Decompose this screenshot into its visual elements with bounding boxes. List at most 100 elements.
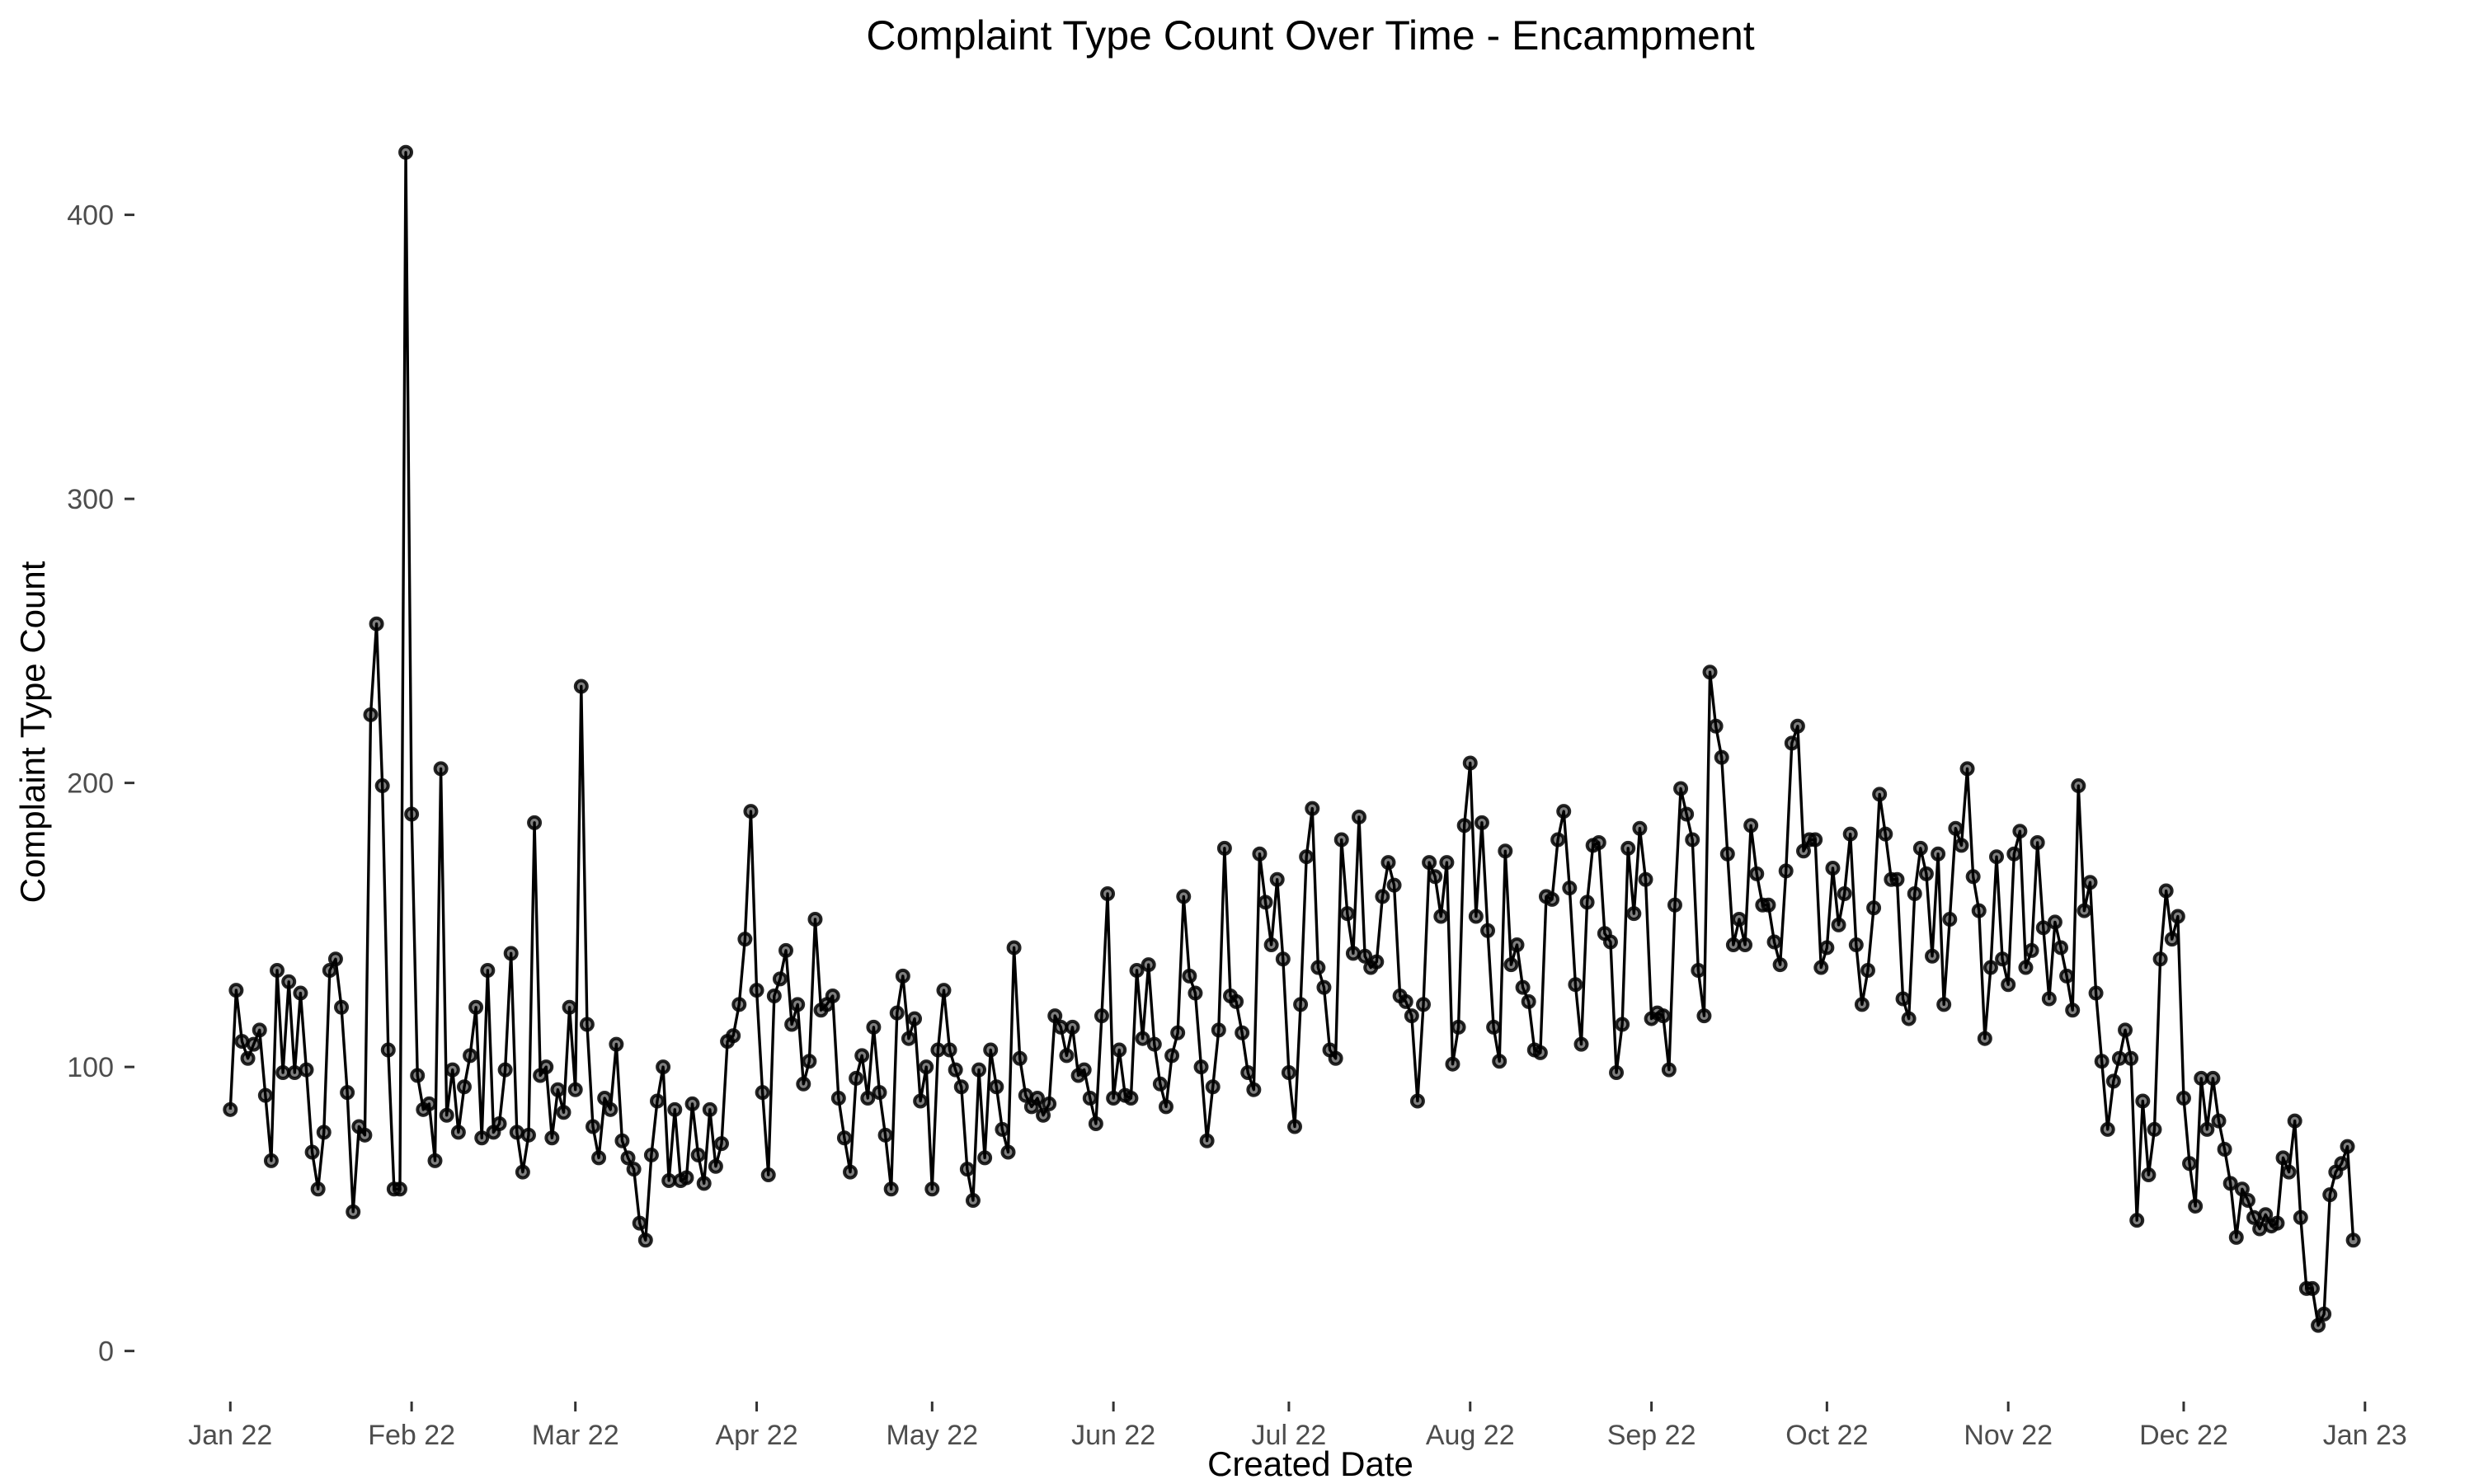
data-point [263, 1153, 279, 1168]
data-point [609, 1036, 624, 1052]
data-point [2217, 1142, 2232, 1158]
data-point [2118, 1022, 2133, 1038]
data-point [1462, 755, 1478, 771]
x-tick-label: Jan 23 [2323, 1420, 2407, 1451]
data-point [690, 1147, 706, 1162]
data-point [591, 1150, 607, 1166]
data-point [667, 1101, 683, 1117]
data-point [1912, 840, 1928, 856]
data-point [971, 1062, 987, 1078]
data-point [223, 1101, 238, 1117]
data-point [1433, 909, 1449, 924]
data-point [1445, 1056, 1460, 1072]
data-point [562, 999, 577, 1015]
data-point [363, 707, 379, 722]
data-point [520, 1127, 536, 1143]
data-point [1199, 1133, 1215, 1148]
data-point [567, 1082, 583, 1097]
data-point [480, 963, 496, 978]
data-point [550, 1082, 566, 1097]
data-point [2030, 834, 2045, 850]
data-point [1474, 815, 1489, 830]
data-point [1369, 954, 1385, 970]
data-point [2018, 960, 2034, 975]
data-point [1240, 1065, 1256, 1081]
data-point [2287, 1113, 2302, 1129]
data-point [1275, 951, 1291, 967]
data-point [1053, 1019, 1069, 1035]
data-point [2182, 1156, 2198, 1172]
data-point [2340, 1139, 2355, 1154]
data-point [983, 1042, 999, 1058]
data-point [433, 761, 449, 777]
data-point [2188, 1198, 2204, 1214]
data-point [989, 1079, 1004, 1095]
data-point [1135, 1031, 1150, 1046]
data-point [1328, 1050, 1343, 1066]
data-point [1813, 960, 1829, 975]
data-point [1416, 997, 1432, 1012]
data-point [1738, 937, 1753, 952]
data-point [2124, 1050, 2139, 1066]
data-point [714, 1136, 729, 1152]
x-tick-label: Mar 22 [532, 1420, 619, 1451]
data-point [1591, 834, 1606, 850]
data-point [427, 1153, 443, 1168]
data-point [743, 804, 759, 819]
data-point [2281, 1164, 2297, 1180]
x-tick-label: Jul 22 [1252, 1420, 1327, 1451]
data-point [421, 1096, 437, 1111]
data-point [2170, 909, 2185, 924]
y-tick-label: 400 [67, 200, 114, 232]
data-point [854, 1048, 870, 1064]
data-point [2199, 1121, 2215, 1137]
data-point [907, 1011, 923, 1026]
data-point [2234, 1181, 2250, 1197]
data-point [1907, 885, 1922, 901]
data-point [1556, 804, 1572, 819]
data-point [1123, 1091, 1139, 1106]
data-point [293, 985, 308, 1001]
data-point [825, 989, 840, 1004]
data-point [2094, 1054, 2109, 1069]
data-point [930, 1042, 946, 1058]
data-point [895, 968, 910, 984]
data-point [1170, 1025, 1186, 1040]
data-point [1422, 855, 1437, 871]
data-point [778, 942, 794, 958]
data-point [2135, 1093, 2151, 1109]
data-point [1263, 937, 1279, 952]
data-point [2147, 1121, 2162, 1137]
x-tick-label: Apr 22 [715, 1420, 797, 1451]
data-point [1352, 809, 1367, 824]
x-tick-label: Aug 22 [1426, 1420, 1515, 1451]
data-point [1112, 1042, 1127, 1058]
x-tick-label: Nov 22 [1964, 1420, 2053, 1451]
data-point [1825, 860, 1841, 876]
x-tick-label: Dec 22 [2139, 1420, 2228, 1451]
data-point [270, 963, 285, 978]
data-point [1866, 900, 1882, 916]
data-point [2071, 778, 2086, 794]
y-tick-label: 300 [67, 484, 114, 515]
data-point [1100, 885, 1116, 901]
data-point [398, 144, 414, 160]
data-point [942, 1042, 957, 1058]
data-point [1545, 891, 1560, 907]
data-point [883, 1181, 899, 1197]
data-point [304, 1144, 320, 1160]
data-point [1679, 806, 1695, 822]
data-point [287, 1065, 303, 1081]
data-point [527, 815, 543, 830]
x-tick-label: May 22 [887, 1420, 979, 1451]
data-point [1872, 787, 1888, 802]
data-point [755, 1085, 770, 1101]
data-point [2088, 985, 2104, 1001]
data-point [2228, 1229, 2244, 1245]
data-point [240, 1050, 256, 1066]
data-point [1398, 993, 1413, 1009]
data-point [1959, 761, 1975, 777]
data-point [1808, 832, 1823, 848]
data-point [1954, 838, 1969, 853]
data-point [872, 1085, 887, 1101]
